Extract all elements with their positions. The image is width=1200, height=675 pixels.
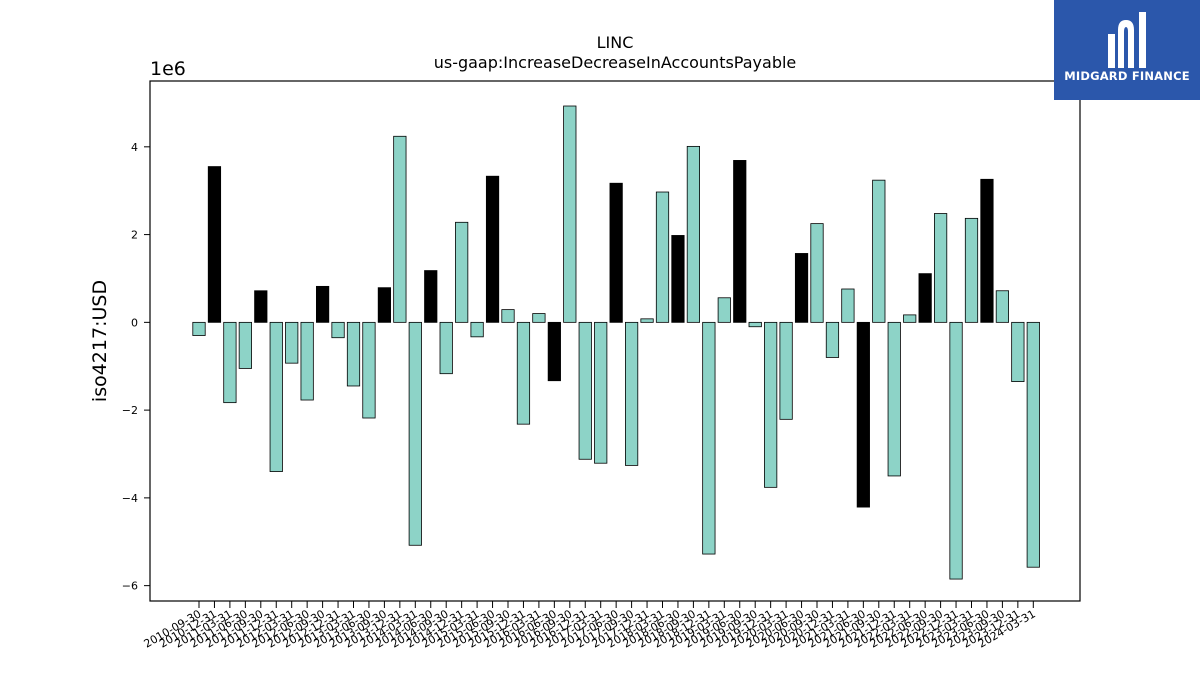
bar-2014-12-31 (455, 221, 469, 323)
bar-2013-06-30 (362, 321, 376, 419)
bar-2012-03-31 (285, 321, 299, 364)
bar-2016-09-30 (563, 105, 577, 323)
bar-2010-12-31 (207, 166, 222, 323)
bar-2010-09-30 (192, 321, 206, 336)
bar-2013-09-30 (377, 287, 392, 323)
bar-2024-03-31 (1026, 321, 1040, 568)
bar-2023-09-30 (995, 290, 1010, 323)
bar-2014-03-31 (408, 321, 422, 546)
bar-2022-06-30 (918, 273, 932, 323)
y-axis-label: iso4217:USD (89, 280, 111, 402)
bar-2019-09-30 (748, 321, 762, 328)
bar-2018-12-31 (702, 321, 716, 555)
bar-2023-03-31 (964, 217, 979, 323)
chart-title: LINC (597, 33, 634, 52)
y-tick-label: 4 (131, 141, 138, 154)
bar-2012-09-30 (315, 285, 330, 323)
bar-2017-06-30 (609, 182, 623, 323)
bar-2014-06-30 (424, 270, 438, 323)
bar-2019-03-31 (717, 297, 731, 323)
bar-2013-03-31 (346, 321, 361, 387)
bar-2020-09-30 (810, 223, 824, 323)
bar-2022-12-31 (949, 321, 963, 580)
bar-2016-06-30 (547, 321, 561, 382)
midgard-finance-logo: MIDGARD FINANCE (1054, 0, 1200, 100)
bars-group (192, 105, 1040, 580)
bar-2021-12-31 (887, 321, 901, 477)
bar-2019-12-31 (764, 321, 778, 488)
bar-2015-09-30 (501, 309, 515, 323)
bar-2023-12-31 (1011, 321, 1025, 382)
bar-2018-06-30 (671, 235, 685, 323)
bar-2013-12-31 (393, 135, 407, 323)
bar-2018-09-30 (686, 145, 701, 323)
bar-2017-03-31 (594, 321, 608, 464)
x-axis: 2010-09-302010-12-312011-03-312011-06-30… (142, 601, 1038, 651)
y-axis: −6 −4 −2 0 2 4 (122, 141, 150, 593)
bar-2023-06-30 (980, 178, 994, 323)
bar-2011-12-31 (269, 321, 283, 472)
bar-2017-12-31 (640, 318, 654, 323)
bar-2014-09-30 (439, 321, 453, 375)
bar-2021-03-31 (841, 288, 855, 323)
bar-2016-12-31 (578, 321, 592, 460)
chart-subtitle: us-gaap:IncreaseDecreaseInAccountsPayabl… (434, 53, 797, 72)
bar-2012-06-30 (300, 321, 314, 401)
bar-2020-06-30 (794, 253, 809, 323)
bar-2021-09-30 (872, 179, 886, 323)
y-tick-label: −6 (122, 580, 138, 593)
bar-2020-03-31 (779, 321, 793, 420)
bar-2015-12-31 (516, 321, 531, 425)
bar-2011-03-31 (223, 321, 237, 404)
y-tick-label: −2 (122, 404, 138, 417)
bar-2016-03-31 (532, 313, 546, 323)
y-tick-label: 0 (131, 316, 138, 329)
bar-2018-03-31 (655, 191, 670, 323)
y-scale-label: 1e6 (150, 58, 186, 80)
bar-2011-06-30 (238, 321, 252, 369)
y-tick-label: 2 (131, 229, 138, 242)
bar-2021-06-30 (856, 321, 870, 508)
plot-frame (149, 80, 1081, 602)
bar-2015-06-30 (485, 175, 500, 323)
bar-2017-09-30 (625, 321, 639, 466)
bar-2012-12-31 (331, 321, 345, 339)
bar-2019-06-30 (733, 160, 747, 323)
bar-2022-03-31 (903, 314, 917, 323)
bar-2015-03-31 (470, 321, 484, 338)
bar-2022-09-30 (934, 213, 948, 323)
y-tick-label: −4 (122, 492, 138, 505)
midgard-logo-icon (1108, 12, 1146, 68)
bar-2011-09-30 (254, 290, 268, 323)
bar-2020-12-31 (825, 321, 840, 358)
brand-name: MIDGARD FINANCE (1064, 69, 1190, 83)
